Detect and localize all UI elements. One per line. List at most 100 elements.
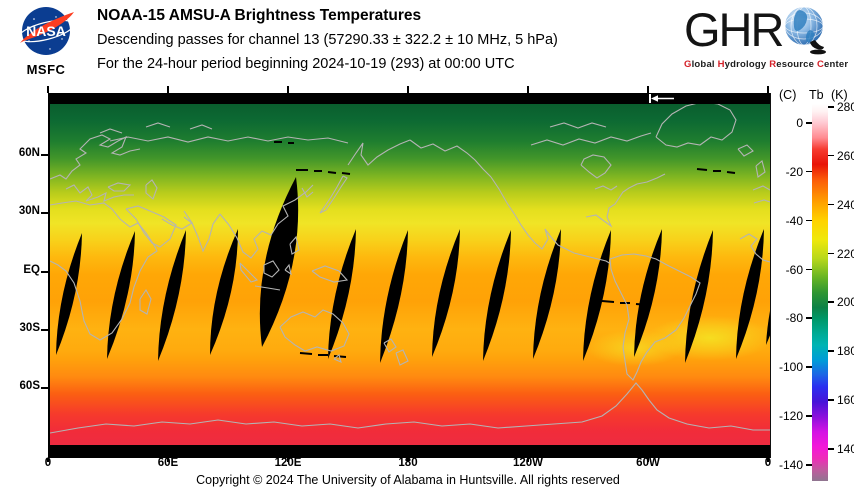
lat-label: 60S bbox=[19, 380, 40, 392]
colorbar-tick-celsius bbox=[806, 219, 812, 222]
map-overlay bbox=[50, 93, 770, 458]
colorbar-unit-kelvin: (K) bbox=[831, 88, 848, 102]
lon-tick bbox=[527, 86, 529, 93]
colorbar-tick-celsius bbox=[806, 122, 812, 124]
coastline bbox=[145, 179, 158, 200]
data-gap-dash bbox=[299, 352, 313, 355]
colorbar-tick-kelvin bbox=[828, 301, 834, 304]
lat-label: EQ bbox=[23, 263, 40, 276]
nasa-meatball-icon: NASA bbox=[18, 7, 74, 55]
colorbar-label-kelvin: 160 bbox=[837, 393, 854, 408]
data-gap-dash bbox=[341, 172, 351, 175]
colorbar-tick-celsius bbox=[806, 170, 812, 173]
lat-tick bbox=[41, 154, 48, 156]
coastline bbox=[752, 185, 770, 191]
ghrc-tagline-lead: R bbox=[769, 59, 777, 70]
coastline bbox=[594, 185, 618, 191]
coastline bbox=[219, 184, 314, 259]
colorbar-label-celsius: -100 bbox=[778, 360, 803, 375]
lon-tick bbox=[527, 458, 529, 462]
coastline bbox=[50, 134, 141, 180]
colorbar-label-celsius: -40 bbox=[785, 213, 803, 228]
data-gap-dash bbox=[726, 171, 736, 174]
coastline bbox=[279, 309, 350, 352]
orbit-gap bbox=[766, 311, 770, 345]
orbit-gap bbox=[107, 231, 135, 359]
coastline bbox=[65, 184, 134, 202]
subtitle-period: For the 24-hour period beginning 2024-10… bbox=[97, 56, 515, 73]
colorbar-tick-celsius bbox=[806, 366, 812, 368]
coastline bbox=[189, 124, 213, 130]
coastline bbox=[530, 132, 652, 146]
brightness-temperature-map bbox=[48, 93, 771, 458]
lon-label: 60E bbox=[157, 457, 179, 469]
orbit-gap bbox=[533, 229, 561, 359]
coastline bbox=[139, 288, 152, 315]
page-title: NOAA-15 AMSU-A Brightness Temperatures bbox=[97, 7, 422, 24]
colorbar-label-celsius: -20 bbox=[785, 164, 803, 179]
lon-tick bbox=[647, 86, 649, 93]
orbit-gap bbox=[380, 230, 408, 363]
coastline bbox=[50, 382, 770, 434]
data-gap-dash bbox=[327, 171, 337, 174]
colorbar-label-celsius: -60 bbox=[785, 262, 803, 277]
lat-label: 30N bbox=[18, 205, 40, 218]
lat-tick bbox=[41, 328, 48, 331]
colorbar-label-kelvin: 260 bbox=[837, 148, 854, 163]
ghrc-tagline-word: lobal bbox=[691, 59, 718, 70]
colorbar-label-celsius: -140 bbox=[778, 458, 803, 473]
coastline bbox=[755, 160, 766, 178]
coastline bbox=[333, 354, 342, 363]
coastline bbox=[161, 216, 193, 230]
pass-start-arrowhead bbox=[651, 95, 658, 102]
lon-label: 120E bbox=[274, 457, 302, 469]
colorbar-label-celsius: 0 bbox=[796, 116, 803, 130]
coastline bbox=[109, 136, 349, 144]
coastline bbox=[50, 200, 158, 341]
lon-label: 180 bbox=[398, 457, 418, 469]
coastline bbox=[183, 210, 221, 253]
orbit-gap bbox=[483, 230, 511, 361]
lon-tick bbox=[47, 458, 49, 462]
colorbar-label-kelvin: 280 bbox=[837, 100, 854, 114]
colorbar-tick-kelvin bbox=[828, 106, 834, 108]
lon-tick bbox=[167, 86, 169, 93]
ghrc-tagline-word: ydrology bbox=[724, 59, 770, 70]
coastline bbox=[549, 122, 607, 129]
ghrc-letters: GHR bbox=[684, 3, 784, 56]
orbit-gap bbox=[736, 229, 764, 359]
colorbar-tick-celsius bbox=[806, 317, 812, 320]
orbit-gap bbox=[56, 233, 82, 355]
nodata-strip-south bbox=[50, 445, 770, 458]
lon-tick bbox=[767, 458, 769, 462]
nodata-strip-north bbox=[50, 93, 770, 104]
orbit-gap bbox=[158, 230, 186, 361]
coastline bbox=[319, 175, 348, 214]
coastline bbox=[383, 338, 397, 353]
ghrc-tagline-lead: G bbox=[684, 59, 692, 70]
lon-label: 60W bbox=[636, 457, 660, 469]
lon-label: 0 bbox=[44, 457, 52, 469]
colorbar-tick-kelvin bbox=[828, 350, 834, 352]
coastline bbox=[289, 235, 300, 255]
orbit-gap bbox=[432, 229, 460, 357]
colorbar-label-kelvin: 140 bbox=[837, 442, 854, 457]
coastline bbox=[347, 139, 411, 166]
colorbar-tick-kelvin bbox=[828, 399, 834, 401]
colorbar-tick-kelvin bbox=[828, 203, 834, 206]
lat-tick bbox=[41, 270, 48, 273]
coastline bbox=[409, 139, 492, 178]
orbit-gap bbox=[259, 177, 299, 347]
lon-tick bbox=[407, 458, 409, 462]
coastline bbox=[737, 144, 754, 157]
subtitle-channel: Descending passes for channel 13 (57290.… bbox=[97, 31, 558, 48]
nasa-center-label: MSFC bbox=[26, 62, 66, 77]
orbit-gap bbox=[634, 229, 662, 357]
colorbar-tick-celsius bbox=[806, 268, 812, 271]
lon-tick bbox=[767, 86, 769, 93]
lat-label: 30S bbox=[19, 321, 40, 334]
colorbar-label-kelvin: 220 bbox=[837, 246, 854, 261]
coastline bbox=[254, 285, 281, 291]
colorbar-variable-label: Tb bbox=[809, 88, 824, 102]
lon-label: 120W bbox=[512, 457, 544, 469]
